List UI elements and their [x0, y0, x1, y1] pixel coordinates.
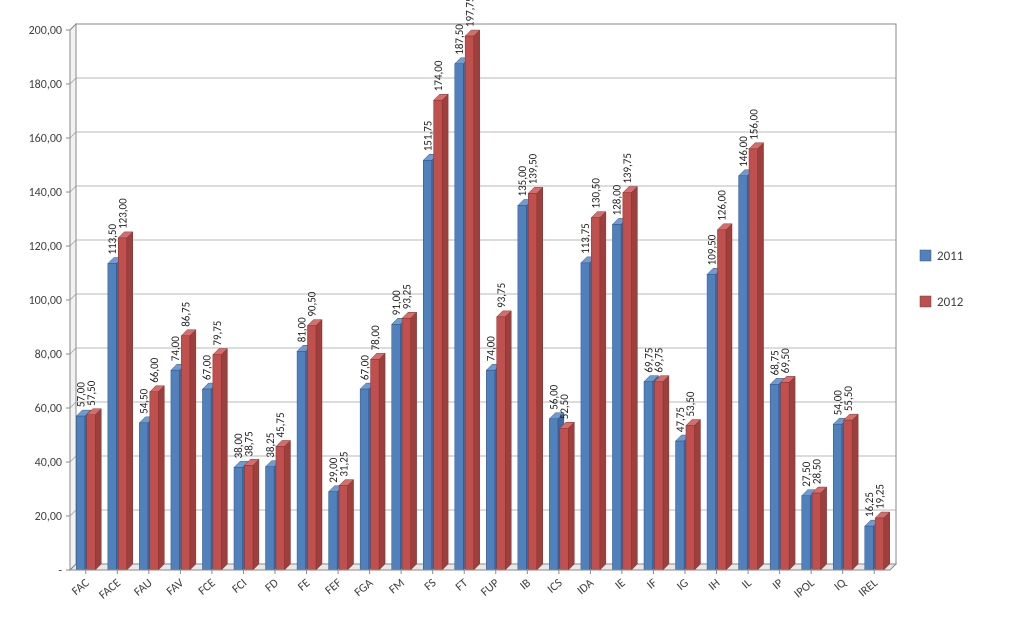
y-tick-label: 100,00	[29, 294, 62, 308]
bar-value-label: 109,50	[705, 234, 718, 265]
bar-chart: - 20,00 40,00 60,00 80,00 100,00 120,00 140,00 1…	[0, 0, 1024, 639]
category-label: FAV	[164, 576, 187, 598]
bar-value-label: 174,00	[432, 60, 445, 91]
bar-value-label: 151,75	[421, 121, 434, 152]
y-tick-label: 40,00	[35, 456, 62, 470]
legend-swatch	[920, 296, 931, 307]
y-tick-label: 200,00	[29, 24, 62, 38]
chart-container: { "chart": { "type": "bar-3d-grouped", "…	[0, 0, 1024, 639]
bar-value-label: 126,00	[716, 190, 729, 221]
bar-value-label: 130,50	[590, 178, 603, 209]
bar-value-label: 139,75	[621, 153, 634, 184]
y-tick-label: -	[58, 564, 62, 578]
bar: 93,75	[495, 283, 511, 570]
bar: 86,75	[180, 302, 196, 570]
category-label: FACE	[97, 576, 124, 602]
bar-value-label: 81,00	[295, 317, 308, 342]
bar-value-label: 123,00	[117, 198, 130, 229]
category-label: FUP	[478, 576, 502, 599]
category-label: FGA	[352, 576, 376, 600]
legend-label: 2011	[937, 249, 963, 264]
category-label: FAU	[132, 576, 156, 599]
category-label: IREL	[856, 576, 881, 600]
category-label: FCI	[230, 576, 250, 596]
bar-value-label: 54,50	[138, 388, 151, 413]
category-label: IF	[644, 576, 660, 593]
category-label: FEF	[323, 576, 345, 598]
bar: 197,75	[463, 0, 479, 570]
bar-value-label: 57,50	[85, 380, 98, 405]
bar-value-label: 78,00	[369, 325, 382, 350]
bar: 78,00	[369, 325, 385, 570]
bar-value-label: 53,50	[684, 391, 697, 416]
bar: 139,75	[621, 153, 637, 570]
bar: 126,00	[716, 190, 732, 570]
bar-value-label: 93,75	[495, 283, 508, 308]
bar-value-label: 66,00	[148, 357, 161, 382]
bar-value-label: 86,75	[180, 302, 193, 327]
bar: 130,50	[590, 178, 606, 570]
y-tick-label: 120,00	[29, 240, 62, 254]
category-label: ICS	[545, 576, 566, 597]
legend-swatch	[920, 250, 931, 261]
bar-value-label: 45,75	[274, 412, 287, 437]
bar-value-label: 128,00	[611, 184, 624, 215]
bar-value-label: 156,00	[747, 109, 760, 140]
bar-value-label: 69,50	[779, 348, 792, 373]
category-label: IH	[706, 576, 723, 593]
category-label: FT	[453, 576, 471, 594]
bar-value-label: 74,00	[169, 336, 182, 361]
y-tick-label: 160,00	[29, 132, 62, 146]
category-label: FE	[295, 576, 313, 594]
bar-value-label: 74,00	[485, 336, 498, 361]
category-label: FS	[422, 576, 440, 594]
bar-value-label: 67,00	[358, 355, 371, 380]
bar-value-label: 28,50	[810, 459, 823, 484]
category-label: IE	[613, 576, 629, 593]
category-label: IL	[739, 576, 754, 592]
bar-value-label: 19,25	[873, 484, 886, 509]
bar-value-label: 187,50	[453, 24, 466, 55]
bar-value-label: 113,75	[579, 223, 592, 254]
bar: 123,00	[117, 198, 133, 570]
bar: 79,75	[211, 321, 227, 570]
bar-value-label: 197,75	[463, 0, 476, 27]
category-label: IDA	[575, 576, 597, 598]
bar-value-label: 55,50	[842, 386, 855, 411]
category-label: IG	[674, 576, 691, 594]
bar: 139,50	[527, 153, 543, 570]
bar-value-label: 38,75	[243, 431, 256, 456]
bar-value-label: 52,50	[558, 394, 571, 419]
bar: 90,50	[306, 291, 322, 570]
bar-value-label: 67,00	[201, 355, 214, 380]
bar-value-label: 79,75	[211, 321, 224, 346]
category-label: FCE	[196, 576, 219, 598]
bar-value-label: 139,50	[527, 153, 540, 184]
y-tick-label: 20,00	[35, 510, 62, 524]
legend-label: 2012	[937, 295, 964, 310]
bar: 69,75	[653, 348, 669, 570]
y-tick-label: 140,00	[29, 186, 62, 200]
y-tick-label: 60,00	[35, 402, 62, 416]
category-label: FD	[263, 576, 282, 595]
bar-value-label: 31,25	[337, 452, 350, 477]
bar: 156,00	[747, 109, 763, 570]
bar-value-label: 69,75	[653, 348, 666, 373]
category-label: FM	[387, 576, 408, 597]
bar: 93,25	[400, 284, 416, 570]
y-tick-label: 80,00	[35, 348, 62, 362]
category-label: IQ	[832, 576, 850, 594]
bar-value-label: 90,50	[306, 291, 319, 316]
category-label: IPOL	[792, 576, 818, 601]
category-label: IP	[770, 576, 786, 593]
category-label: FAC	[69, 576, 92, 599]
category-label: IB	[518, 576, 535, 593]
bar: 174,00	[432, 60, 448, 570]
y-tick-label: 180,00	[29, 78, 62, 92]
bar-value-label: 93,25	[400, 284, 413, 309]
